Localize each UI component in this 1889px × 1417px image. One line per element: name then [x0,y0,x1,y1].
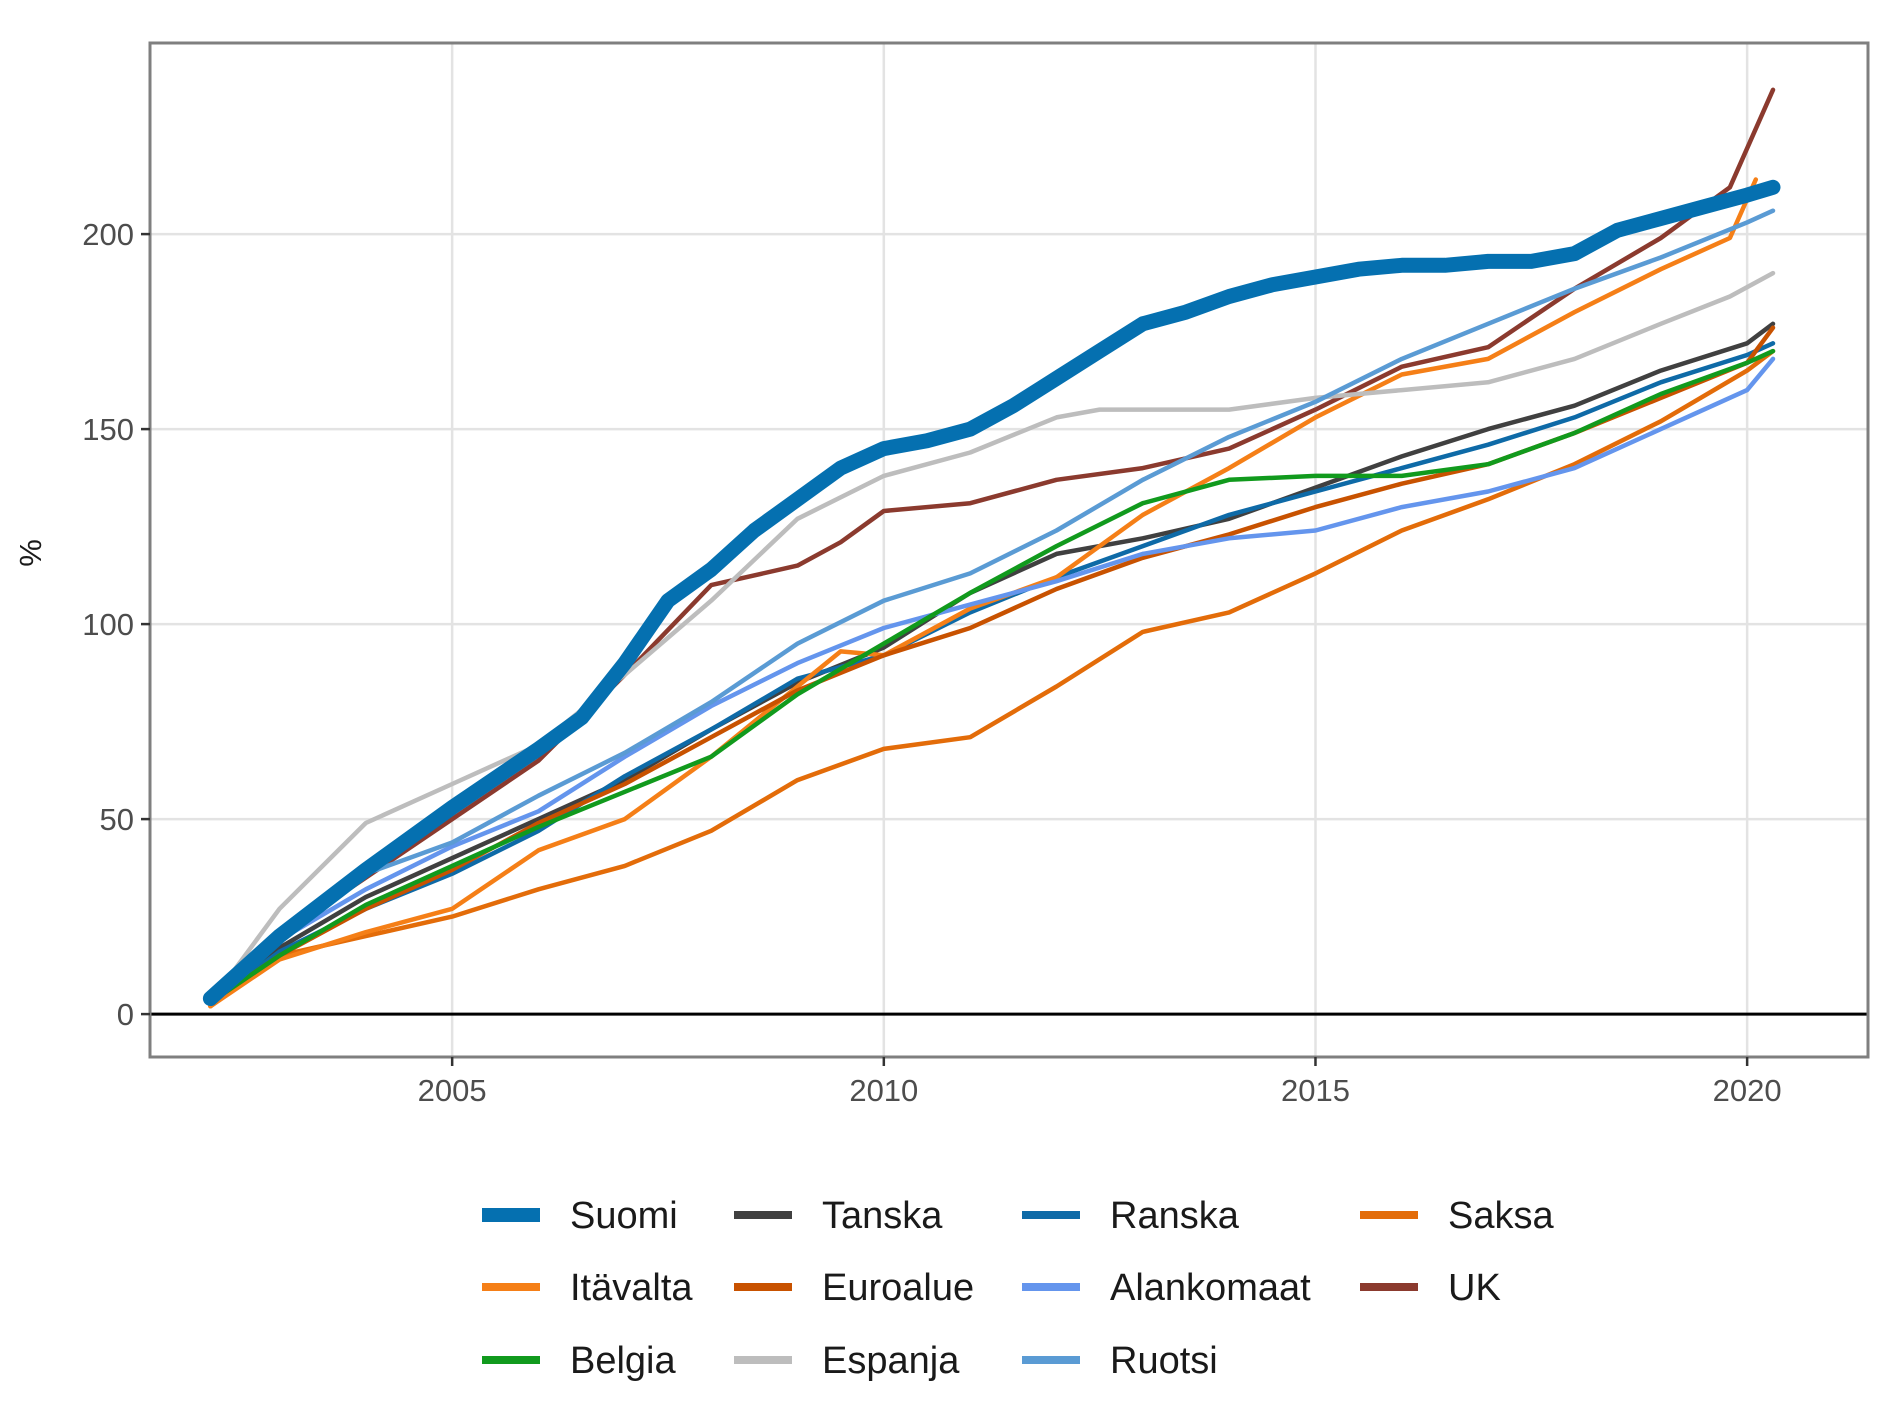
y-tick-label: 200 [82,217,134,252]
legend-label-saksa: Saksa [1448,1195,1554,1237]
y-tick-label: 0 [117,997,134,1032]
plot-border [148,41,1870,1059]
legend-label-belgia: Belgia [570,1340,676,1382]
series-lines [202,87,1781,1009]
series-line-belgia [208,348,1776,1005]
plot-area [150,43,1868,1057]
y-tick-label: 100 [82,607,134,642]
series-line-ruotsi [208,208,1776,1001]
x-tick-label: 2005 [418,1073,487,1108]
x-tick-label: 2020 [1713,1073,1782,1108]
plot-panel [150,43,1868,1057]
legend-label-alankomaat: Alankomaat [1110,1267,1311,1309]
y-axis-title: % [13,539,48,567]
plot-border-rect [148,41,1870,1059]
legend-label-uk: UK [1448,1267,1501,1309]
series-line-suomi [202,179,1781,1006]
series-line-it-valta [208,177,1759,1009]
y-axis: 0 50 100 150 200 [82,217,150,1032]
legend-label-ruotsi: Ruotsi [1110,1340,1218,1382]
legend-label-suomi: Suomi [570,1195,678,1237]
series-line-tanska [208,321,1776,1005]
legend-label-it-valta: Itävalta [570,1267,693,1309]
x-tick-label: 2010 [849,1073,918,1108]
x-tick-label: 2015 [1281,1073,1350,1108]
series-line-uk [208,87,1776,1005]
legend-label-ranska: Ranska [1110,1195,1240,1237]
legend-label-euroalue: Euroalue [822,1267,974,1309]
y-tick-label: 150 [82,412,134,447]
legend-label-tanska: Tanska [822,1195,943,1237]
y-tick-label: 50 [100,802,134,837]
legend-label-espanja: Espanja [822,1340,960,1382]
series-line-alankomaat [208,356,1776,1001]
legend: Suomi Itävalta Belgia Tanska Euroalue Espanja… [482,1195,1554,1382]
series-line-espanja [208,270,1776,1005]
x-axis: 2005 2010 2015 2020 [418,1057,1782,1108]
